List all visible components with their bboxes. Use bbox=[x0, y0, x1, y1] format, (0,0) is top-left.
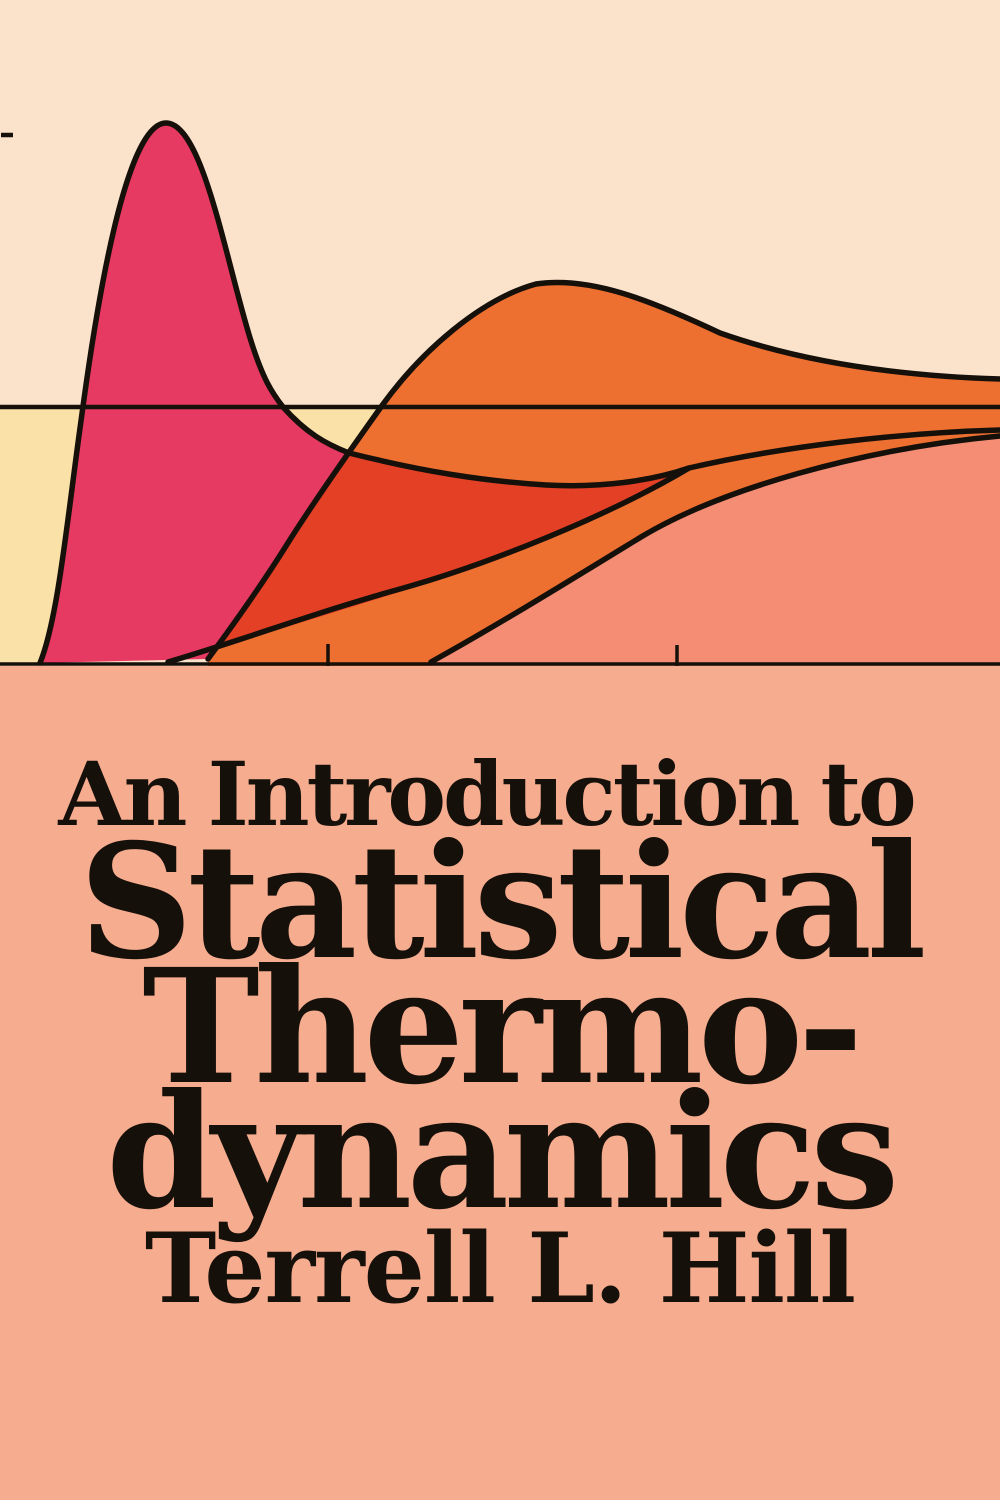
title-line-1: An Introduction to bbox=[58, 742, 916, 846]
red-curve-bottom-outline bbox=[165, 427, 1000, 665]
yellow-axis-band bbox=[0, 408, 84, 663]
pink-curve-outline bbox=[37, 120, 352, 666]
red-curve-top-outline bbox=[346, 450, 692, 489]
salmon-curve-outline bbox=[428, 433, 1000, 665]
curve-outlines bbox=[37, 120, 1000, 666]
title-line-3: Thermo- bbox=[142, 935, 863, 1120]
cover-illustration bbox=[0, 0, 1000, 666]
salmon-distribution-fill bbox=[431, 436, 1000, 666]
title-line-4: dynamics bbox=[106, 1060, 899, 1245]
title-line-2: Statistical bbox=[78, 810, 927, 995]
orange-curve-outline bbox=[205, 279, 1000, 662]
red-distribution-fill bbox=[219, 453, 689, 647]
author-name: Terrell L. Hill bbox=[144, 1212, 856, 1325]
pink-distribution-fill bbox=[40, 123, 349, 663]
